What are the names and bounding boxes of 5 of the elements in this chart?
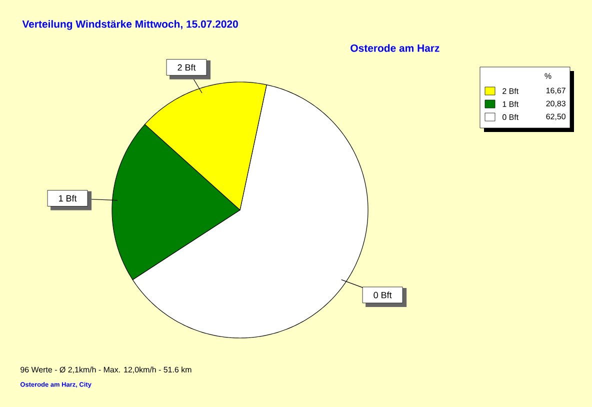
chart-title: Verteilung Windstärke Mittwoch, 15.07.2020 [22,20,238,30]
slice-label: 2 Bft [178,64,196,71]
slice-label: 0 Bft [374,292,392,298]
chart-subtitle: Osterode am Harz [350,44,440,52]
slice-label: 1 Bft [59,194,77,202]
